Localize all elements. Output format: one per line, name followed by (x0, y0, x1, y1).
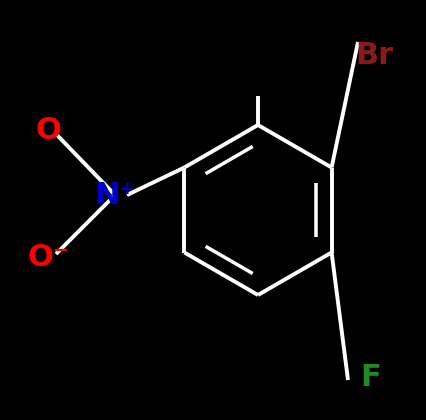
Text: O: O (35, 116, 61, 144)
Text: F: F (359, 363, 380, 393)
Text: N⁺: N⁺ (94, 181, 135, 210)
Text: O⁻: O⁻ (27, 244, 69, 273)
Text: Br: Br (354, 40, 392, 69)
